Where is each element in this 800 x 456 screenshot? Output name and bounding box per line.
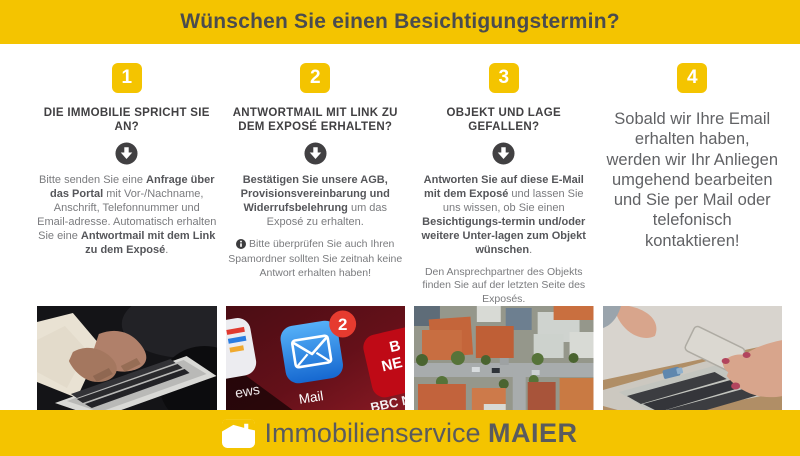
bbc-icon-text-bottom: NE — [379, 354, 403, 375]
body-segment: Bitte senden Sie eine — [39, 174, 147, 187]
bbc-app-label-partial: BBC N — [369, 392, 405, 415]
info-icon — [236, 238, 247, 253]
steps-grid: 1 DIE IMMOBILIE SPRICHT SIE AN? Bitte se… — [0, 44, 800, 416]
body-segment: um das Exposé zu erhalten. — [266, 201, 388, 228]
step-3: 3 OBJEKT UND LAGE GEFALLEN? Antworten Si… — [414, 44, 594, 430]
footer-banner: Immobilienservice MAIER — [0, 410, 800, 456]
photo-hand-holding-phone-over-laptop — [602, 305, 782, 416]
step-heading: OBJEKT UND LAGE GEFALLEN? — [446, 107, 561, 134]
step-final-text: Sobald wir Ihre Email erhalten haben, we… — [606, 110, 779, 250]
body-segment-bold: Antworten Sie auf diese E-Mail mit dem E… — [423, 174, 584, 200]
step-2: 2 ANTWORTMAIL MIT LINK ZU DEM EXPOSÉ ERH… — [225, 44, 406, 430]
arrow-down-icon — [115, 142, 138, 165]
brand-regular: Immobilienservice — [264, 417, 481, 448]
step-number-badge: 2 — [300, 63, 331, 93]
news-app-label-partial: ews — [233, 381, 260, 401]
body-segment-bold: Anfrage über das Portal — [50, 174, 215, 200]
photo-mail-app-icon-with-badge: ews 2 Mail B NE BBC N — [225, 305, 405, 416]
step-heading: DIE IMMOBILIE SPRICHT SIE AN? — [43, 107, 210, 134]
photo-hands-typing-on-laptop — [37, 305, 217, 416]
arrow-down-icon — [492, 142, 515, 165]
step-heading: ANTWORTMAIL MIT LINK ZU DEM EXPOSÉ ERHAL… — [232, 107, 398, 134]
bbc-icon-text-top: B — [387, 337, 402, 356]
step-body: Bestätigen Sie unsere AGB, Provisionsver… — [226, 174, 406, 230]
step-body: Bitte senden Sie eine Anfrage über das P… — [37, 174, 217, 258]
body-segment-bold: Besichtigungs-termin und/oder weitere Un… — [421, 215, 586, 256]
step-number-badge: 3 — [488, 63, 519, 93]
body-segment: und lassen Sie uns wissen, ob Sie einen — [442, 188, 584, 214]
mail-badge-count: 2 — [337, 315, 346, 334]
body-segment: . — [165, 243, 169, 256]
photo-aerial-view-of-houses — [414, 305, 594, 416]
arrow-down-icon — [304, 142, 327, 165]
brand-wordmark: Immobilienservice MAIER — [264, 418, 577, 449]
page-title: Wünschen Sie einen Besichtigungstermin? — [180, 10, 620, 33]
body-segment: . — [529, 243, 533, 256]
body-segment: mit Vor-/Nachname, Anschrift, Telefonnum… — [37, 188, 217, 242]
house-logo-icon — [222, 418, 256, 448]
note-segment: Bitte überprüfen Sie auch Ihren Spamordn… — [228, 237, 403, 279]
mail-app-label: Mail — [297, 388, 324, 407]
body-segment-bold: Antwortmail mit dem Link zu dem Exposé — [80, 229, 216, 256]
step-4: 4 Sobald wir Ihre Email erhalten haben, … — [602, 44, 782, 430]
step-body: Antworten Sie auf diese E-Mail mit dem E… — [414, 174, 594, 258]
header-banner: Wünschen Sie einen Besichtigungstermin? — [0, 0, 800, 44]
step-note: Den Ansprechpartner des Objekts finden S… — [422, 265, 586, 305]
step-number-badge: 4 — [677, 63, 708, 93]
step-number-badge: 1 — [111, 63, 142, 93]
body-segment-bold: Bestätigen Sie unsere AGB, Provisionsver… — [240, 174, 390, 214]
step-note: Bitte überprüfen Sie auch Ihren Spamordn… — [226, 238, 406, 280]
brand-bold: MAIER — [488, 417, 578, 448]
step-1: 1 DIE IMMOBILIE SPRICHT SIE AN? Bitte se… — [37, 44, 217, 430]
